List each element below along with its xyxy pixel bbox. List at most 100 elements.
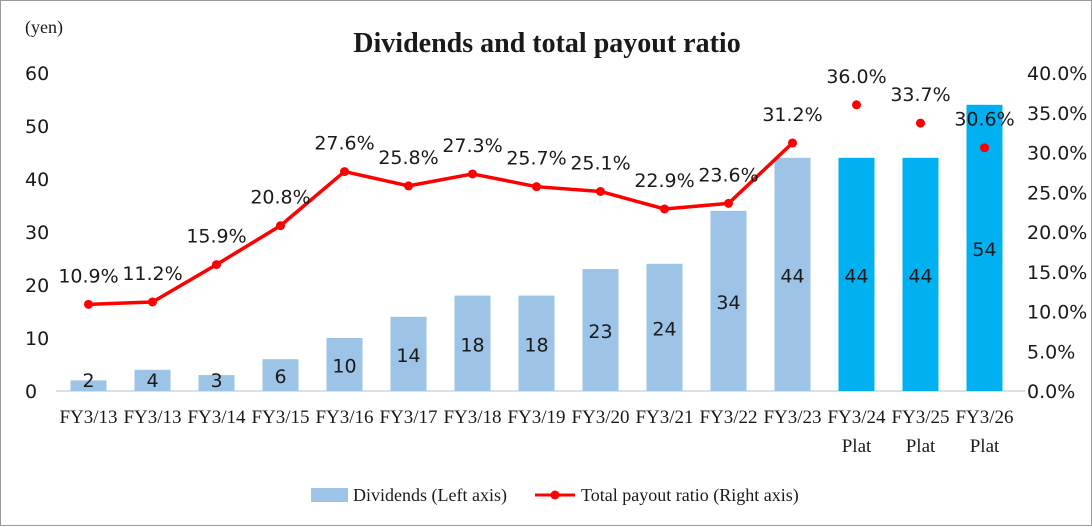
dividend-bar <box>198 375 235 391</box>
payout-ratio-point <box>212 260 221 270</box>
dividend-value-label: 44 <box>780 265 804 287</box>
left-axis-ticks: 0 10 20 30 40 50 60 <box>25 63 49 403</box>
dividend-bar <box>902 157 939 391</box>
x-axis-label: FY3/18 <box>443 407 501 428</box>
payout-ratio-label: 25.1% <box>570 152 630 174</box>
x-axis-label: FY3/21 <box>635 407 693 428</box>
legend-swatch-payout-marker <box>550 490 560 500</box>
left-axis-tick: 30 <box>25 222 49 244</box>
x-axis-label: FY3/23 <box>763 407 821 428</box>
right-axis-ticks: 0.0% 5.0% 10.0% 15.0% 20.0% 25.0% 30.0% 35.0% 40… <box>1027 63 1087 403</box>
payout-ratio-point <box>916 118 925 128</box>
right-axis-tick: 5.0% <box>1027 341 1075 363</box>
payout-ratio-point <box>596 186 605 196</box>
dividend-bar <box>774 157 811 391</box>
dividend-value-label: 23 <box>588 321 612 343</box>
payout-ratio-point <box>276 221 285 231</box>
left-axis-tick: 50 <box>25 116 49 138</box>
right-axis-tick: 15.0% <box>1027 262 1087 284</box>
dividend-bar <box>70 380 107 391</box>
payout-ratio-label: 25.7% <box>506 148 566 170</box>
x-axis-label: FY3/17 <box>379 407 437 428</box>
dividend-bar <box>518 295 555 391</box>
x-axis-label: FY3/26 <box>955 407 1013 428</box>
x-axis-label: Plat <box>842 436 872 457</box>
dividend-value-label: 34 <box>716 292 740 314</box>
x-axis-label: FY3/24 <box>827 407 886 428</box>
dividend-bar <box>262 359 299 391</box>
x-axis-label: FY3/15 <box>251 407 309 428</box>
dividend-value-label: 4 <box>146 370 158 392</box>
payout-ratio-point <box>468 169 477 179</box>
dividend-bar <box>646 263 683 391</box>
payout-ratio-point <box>852 100 861 110</box>
right-axis-tick: 20.0% <box>1027 222 1087 244</box>
dividend-bar <box>326 338 363 391</box>
left-axis-tick: 20 <box>25 275 49 297</box>
dividend-value-label: 44 <box>844 265 868 287</box>
payout-ratio-point <box>404 181 413 191</box>
dividend-value-label: 54 <box>972 239 996 261</box>
payout-ratio-label: 20.8% <box>250 187 310 209</box>
payout-ratio-label: 23.6% <box>698 164 758 186</box>
payout-ratio-point <box>660 204 669 214</box>
dividend-value-label: 44 <box>908 265 932 287</box>
payout-ratio-point <box>532 182 541 192</box>
dividend-value-label: 18 <box>460 334 484 356</box>
payout-ratio-label: 22.9% <box>634 170 694 192</box>
payout-ratio-label: 27.3% <box>442 135 502 157</box>
x-axis-label: FY3/16 <box>315 407 373 428</box>
right-axis-tick: 30.0% <box>1027 143 1087 165</box>
payout-ratio-point <box>340 167 349 177</box>
left-axis-tick: 10 <box>25 328 49 350</box>
payout-ratio-point <box>788 138 797 148</box>
dividend-bar <box>134 369 171 391</box>
x-axis-labels: FY3/13 FY3/13 FY3/14 FY3/15 FY3/16 FY3/17 FY3/… <box>59 407 1013 457</box>
x-axis-label: FY3/13 <box>123 407 181 428</box>
legend-label-payout-ratio: Total payout ratio (Right axis) <box>581 485 799 506</box>
payout-ratio-label: 33.7% <box>890 84 950 106</box>
right-axis-tick: 35.0% <box>1027 103 1087 125</box>
payout-ratio-series <box>84 100 989 309</box>
dividend-value-label: 18 <box>524 334 548 356</box>
payout-ratio-label: 10.9% <box>58 265 118 287</box>
dividend-value-label: 6 <box>274 366 286 388</box>
right-axis-tick: 40.0% <box>1027 63 1087 85</box>
dividend-bar <box>454 295 491 391</box>
payout-ratio-label: 31.2% <box>762 104 822 126</box>
payout-ratio-label: 27.6% <box>314 133 374 155</box>
payout-ratio-label: 11.2% <box>122 263 182 285</box>
dividend-bar <box>966 104 1003 392</box>
payout-ratio-line <box>88 141 794 307</box>
payout-ratio-point <box>724 198 733 208</box>
left-axis-tick: 40 <box>25 169 49 191</box>
dividend-value-label: 14 <box>396 345 420 367</box>
dividends-bars <box>70 104 1003 392</box>
right-axis-tick: 10.0% <box>1027 302 1087 324</box>
payout-ratio-label: 30.6% <box>954 109 1014 131</box>
x-axis-label: FY3/25 <box>891 407 949 428</box>
dividend-value-label: 2 <box>82 370 94 392</box>
left-axis-tick: 60 <box>25 63 49 85</box>
right-axis-tick: 0.0% <box>1027 381 1075 403</box>
x-axis-label: FY3/19 <box>507 407 565 428</box>
payout-ratio-labels: 10.9% 11.2%15.9%20.8% 27.6%25.8%27.3%25.7%… <box>58 66 1014 288</box>
chart-title: Dividends and total payout ratio <box>353 28 740 59</box>
left-axis-unit: (yen) <box>25 17 63 38</box>
x-axis-label: FY3/20 <box>571 407 629 428</box>
legend-label-dividends: Dividends (Left axis) <box>353 485 507 506</box>
payout-ratio-label: 15.9% <box>186 226 246 248</box>
x-axis-label: FY3/22 <box>699 407 757 428</box>
payout-ratio-label: 36.0% <box>826 66 886 88</box>
dividend-bar <box>390 316 427 391</box>
dividend-bar <box>838 157 875 391</box>
dividend-bar <box>582 269 619 391</box>
dividend-bar <box>710 210 747 391</box>
dividend-value-label: 3 <box>210 370 222 392</box>
x-axis-label: Plat <box>906 436 936 457</box>
legend: Dividends (Left axis) Total payout ratio… <box>311 485 799 506</box>
dividend-value-label: 10 <box>332 356 356 378</box>
